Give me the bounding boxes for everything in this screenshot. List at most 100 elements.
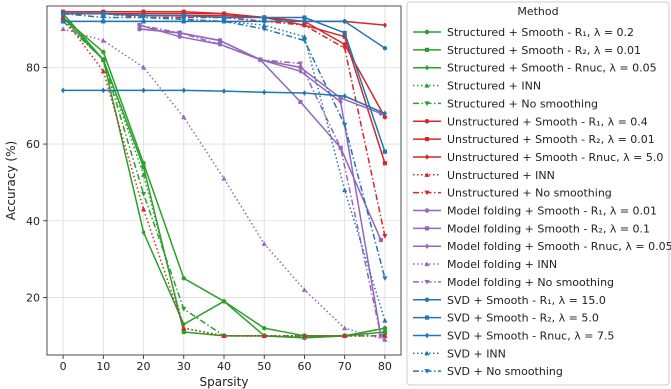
- data-point: [140, 172, 147, 177]
- legend-label: Structured + No smoothing: [447, 97, 598, 110]
- data-point: [424, 208, 430, 213]
- data-point: [136, 23, 143, 28]
- data-point: [301, 38, 308, 44]
- data-point: [424, 137, 430, 142]
- data-point: [100, 68, 106, 74]
- data-point: [60, 26, 66, 32]
- data-point: [101, 49, 106, 55]
- legend-label: Model folding + INN: [447, 258, 557, 271]
- legend-item: Unstructured + Smooth - R₂, λ = 0.01: [413, 133, 655, 146]
- legend-item: Unstructured + Smooth - Rnuc, λ = 5.0: [413, 151, 663, 164]
- series: [60, 14, 388, 338]
- x-tick-label: 70: [338, 360, 352, 373]
- data-point: [61, 87, 66, 94]
- legend-label: Structured + Smooth - Rnuc, λ = 0.05: [447, 62, 657, 75]
- data-point: [221, 15, 227, 20]
- data-point: [181, 329, 186, 335]
- data-point: [298, 65, 303, 70]
- data-point: [424, 172, 430, 177]
- data-point: [382, 22, 387, 29]
- data-point: [221, 88, 227, 95]
- data-point: [342, 333, 348, 338]
- legend-item: SVD + No smoothing: [413, 365, 563, 378]
- data-point: [302, 90, 307, 96]
- data-point: [338, 145, 344, 151]
- data-point: [424, 315, 430, 320]
- data-point: [262, 15, 267, 20]
- data-point: [342, 46, 348, 51]
- data-point: [424, 47, 430, 52]
- x-tick-label: 50: [257, 360, 271, 373]
- data-point: [424, 261, 430, 267]
- data-point: [424, 82, 430, 88]
- data-point: [424, 101, 430, 106]
- legend-item: SVD + Smooth - Rnuc, λ = 7.5: [413, 329, 614, 342]
- data-point: [424, 297, 430, 302]
- data-point: [181, 306, 187, 312]
- data-point: [424, 243, 430, 250]
- series: [136, 23, 384, 339]
- data-point: [262, 19, 267, 24]
- legend-label: SVD + Smooth - R₂, λ = 5.0: [447, 312, 599, 325]
- data-point: [424, 226, 430, 231]
- data-point: [382, 276, 388, 281]
- data-point: [60, 11, 66, 17]
- data-point: [342, 122, 348, 128]
- data-point: [342, 325, 348, 331]
- legend-items: Structured + Smooth - R₁, λ = 0.2 Structu…: [413, 26, 671, 378]
- data-point: [382, 329, 387, 335]
- data-point: [261, 26, 267, 32]
- x-tick-label: 60: [297, 360, 311, 373]
- data-point: [424, 64, 430, 71]
- data-point: [382, 161, 387, 166]
- legend-item: Structured + Smooth - R₁, λ = 0.2: [413, 26, 634, 39]
- data-point: [302, 19, 307, 24]
- data-point: [261, 22, 267, 28]
- data-point: [424, 369, 430, 374]
- data-point: [302, 15, 307, 20]
- legend-item: Model folding + Smooth - Rnuc, λ = 0.05: [413, 240, 671, 253]
- data-point: [342, 42, 347, 47]
- data-point: [382, 110, 387, 117]
- data-point: [301, 287, 308, 292]
- legend: Method Structured + Smooth - R₁, λ = 0.2…: [406, 1, 671, 386]
- data-point: [298, 68, 303, 75]
- data-point: [141, 164, 146, 170]
- legend-label: Unstructured + No smoothing: [447, 187, 612, 200]
- data-point: [382, 149, 387, 154]
- data-point: [378, 237, 383, 243]
- data-point: [342, 93, 347, 99]
- y-axis-label: Accuracy (%): [4, 141, 18, 220]
- data-point: [221, 175, 227, 181]
- x-tick-label: 0: [60, 360, 67, 373]
- data-point: [100, 18, 106, 24]
- legend-label: Model folding + Smooth - R₁, λ = 0.01: [447, 205, 657, 218]
- data-point: [101, 87, 106, 94]
- data-point: [342, 30, 347, 35]
- data-point: [382, 325, 387, 332]
- data-point: [181, 114, 187, 120]
- data-point: [424, 190, 430, 196]
- legend-label: SVD + Smooth - Rnuc, λ = 7.5: [447, 329, 614, 342]
- y-tick-label: 40: [26, 215, 40, 228]
- legend-label: Unstructured + Smooth - Rnuc, λ = 5.0: [447, 151, 663, 164]
- plot-frame: [46, 5, 402, 356]
- data-point: [382, 337, 388, 342]
- legend-label: Structured + Smooth - R₂, λ = 0.01: [447, 44, 641, 57]
- data-point: [141, 87, 146, 94]
- legend-label: Model folding + Smooth - Rnuc, λ = 0.05: [447, 240, 671, 253]
- data-point: [60, 14, 66, 20]
- legend-box: [406, 1, 670, 386]
- data-point: [378, 333, 384, 339]
- legend-item: SVD + Smooth - R₁, λ = 15.0: [413, 294, 606, 307]
- data-point: [342, 187, 348, 193]
- data-point: [217, 42, 223, 47]
- data-point: [424, 332, 430, 339]
- data-point: [342, 34, 347, 39]
- legend-item: Structured + INN: [413, 80, 541, 93]
- data-point: [424, 154, 430, 160]
- x-tick-label: 40: [217, 360, 231, 373]
- data-point: [60, 18, 66, 24]
- data-point: [301, 333, 308, 338]
